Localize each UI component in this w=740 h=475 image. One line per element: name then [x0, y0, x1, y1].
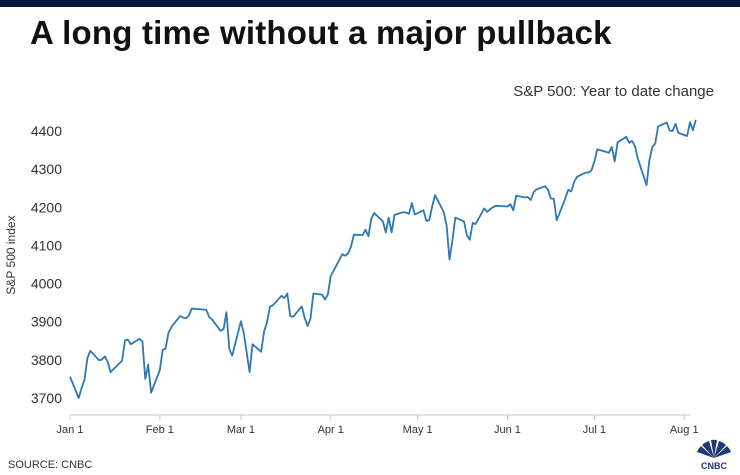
- y-axis: 3700 3800 3900 4000 4100 4200 4300 4400: [31, 123, 62, 406]
- cnbc-peacock-logo: CNBC: [697, 439, 731, 471]
- y-tick-label: 4300: [31, 161, 62, 177]
- x-tick-label: Mar 1: [227, 424, 255, 436]
- x-tick-label: Jun 1: [494, 424, 521, 436]
- y-tick-label: 4000: [31, 276, 62, 292]
- chart-subtitle: S&P 500: Year to date change: [513, 83, 714, 100]
- x-tick-label: Feb 1: [146, 424, 174, 436]
- svg-text:CNBC: CNBC: [701, 461, 727, 471]
- chart-title: A long time without a major pullback: [30, 14, 612, 51]
- x-tick-label: Jan 1: [57, 424, 84, 436]
- source-note: SOURCE: CNBC: [8, 459, 93, 471]
- x-tick-label: May 1: [403, 424, 433, 436]
- x-tick-label: Aug 1: [670, 424, 699, 436]
- y-tick-label: 3700: [31, 390, 62, 406]
- x-axis: Jan 1 Feb 1 Mar 1 Apr 1 May 1 Jun 1 Jul 1 Aug 1: [57, 414, 699, 436]
- top-rule: [0, 0, 740, 7]
- y-tick-label: 4400: [31, 123, 62, 139]
- y-tick-label: 3900: [31, 314, 62, 330]
- y-tick-label: 4100: [31, 237, 62, 253]
- x-tick-label: Jul 1: [583, 424, 606, 436]
- sp500-series-line: [69, 119, 697, 399]
- y-tick-label: 4200: [31, 199, 62, 215]
- series-layer: [69, 119, 697, 399]
- x-tick-label: Apr 1: [318, 424, 344, 436]
- y-tick-label: 3800: [31, 352, 62, 368]
